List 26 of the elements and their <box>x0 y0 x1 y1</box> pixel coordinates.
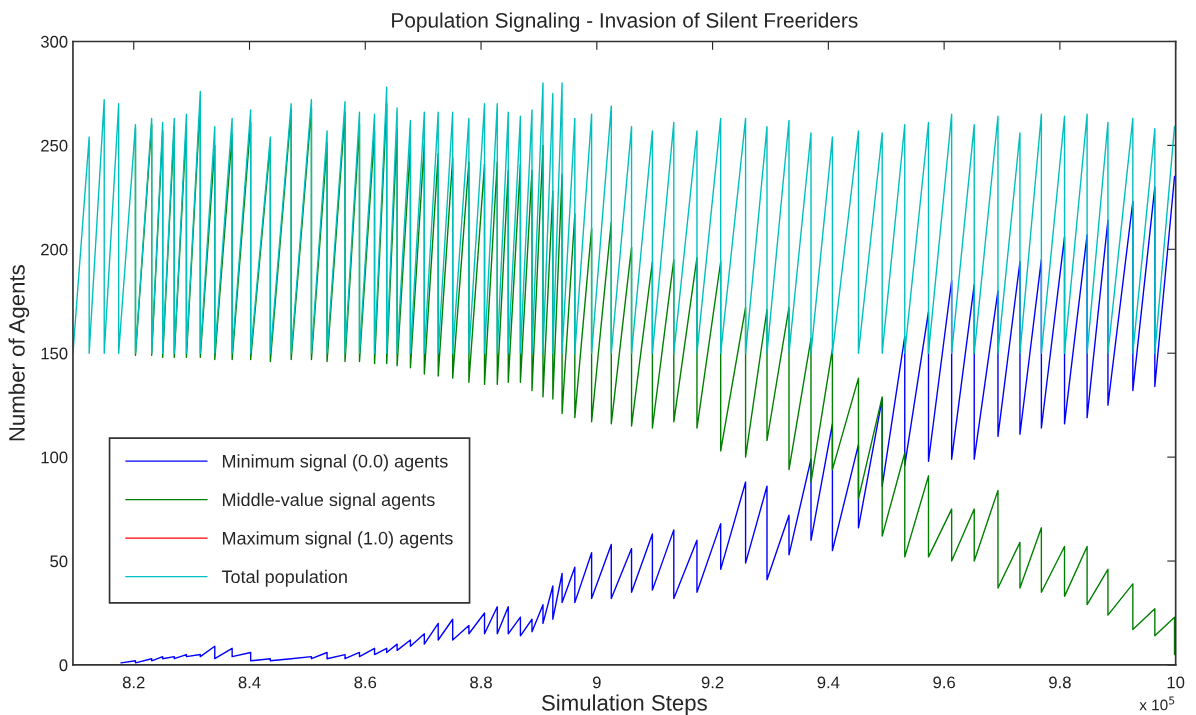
y-tick-label: 50 <box>50 555 68 568</box>
y-tick-label: 0 <box>59 659 68 672</box>
x-tick-label: 9.4 <box>817 676 840 689</box>
x-axis-title: Simulation Steps <box>541 694 707 715</box>
y-tick-label: 200 <box>41 243 68 256</box>
x-tick-label: 8.4 <box>238 676 261 689</box>
y-tick-label: 300 <box>40 35 68 48</box>
chart-title: Population Signaling - Invasion of Silent Freeriders <box>392 12 858 32</box>
x-tick-label: 8.8 <box>470 676 492 689</box>
x-tick-label: 8.6 <box>354 676 377 689</box>
x-tick-label: 10 <box>1167 676 1185 689</box>
y-tick-label: 250 <box>41 139 68 152</box>
x-tick-label: 9.6 <box>933 676 955 689</box>
legend-label: Minimum signal (0.0) agents <box>222 454 448 472</box>
x-tick-label: 8.2 <box>122 676 145 689</box>
legend-label: Maximum signal (1.0) agents <box>222 531 453 549</box>
legend-label: Middle-value signal agents <box>222 492 435 510</box>
text: x 10$^{5}$ <box>1139 696 1175 711</box>
x-tick-label: 9 <box>592 676 601 689</box>
x-tick-label: 9.8 <box>1049 676 1071 689</box>
x-tick-label: 9.2 <box>701 676 724 689</box>
legend-label: Total population <box>221 569 347 587</box>
y-axis-title: Number of Agents <box>8 265 30 441</box>
line-series <box>72 82 1176 354</box>
y-tick-label: 100 <box>41 451 68 464</box>
y-tick-label: 150 <box>41 347 68 360</box>
